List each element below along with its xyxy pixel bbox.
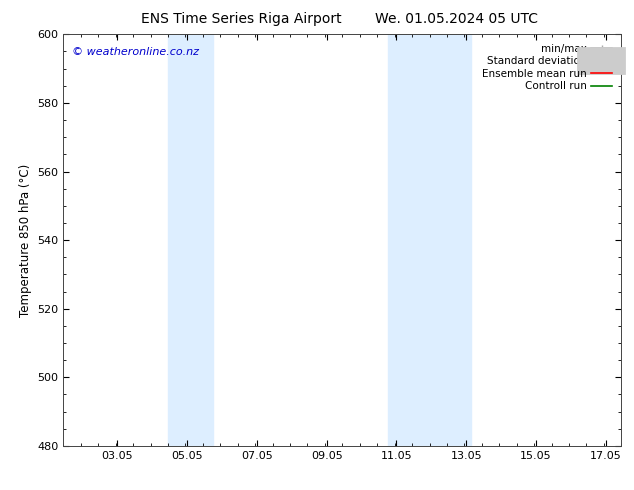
Text: We. 01.05.2024 05 UTC: We. 01.05.2024 05 UTC	[375, 12, 538, 26]
Text: ENS Time Series Riga Airport: ENS Time Series Riga Airport	[141, 12, 341, 26]
Legend: min/max, Standard deviation, Ensemble mean run, Controll run: min/max, Standard deviation, Ensemble me…	[478, 40, 616, 96]
Bar	[168, 34, 213, 446]
Bar	[388, 34, 471, 446]
Text: © weatheronline.co.nz: © weatheronline.co.nz	[72, 47, 199, 57]
Y-axis label: Temperature 850 hPa (°C): Temperature 850 hPa (°C)	[19, 164, 32, 317]
